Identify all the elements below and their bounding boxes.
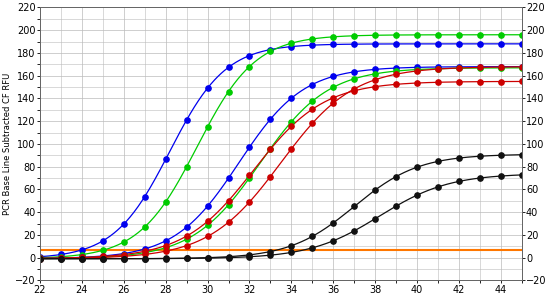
Y-axis label: PCR Base Line Subtracted CF RFU: PCR Base Line Subtracted CF RFU: [3, 73, 13, 215]
